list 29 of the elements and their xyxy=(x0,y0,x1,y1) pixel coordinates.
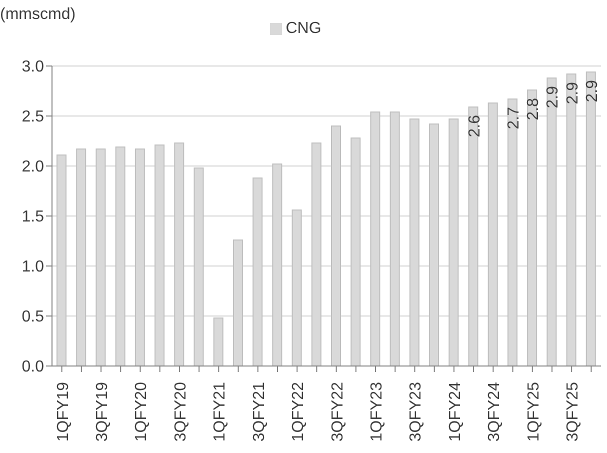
x-tick-label: 1QFY25 xyxy=(525,382,542,442)
x-tick-label: 3QFY21 xyxy=(250,382,268,442)
x-tick-label: 1QFY22 xyxy=(290,382,308,442)
y-tick-label: 1.5 xyxy=(22,208,44,226)
data-label: 2.9 xyxy=(584,80,601,102)
x-tick-label: 3QFY22 xyxy=(329,382,346,442)
x-tick-label: 3QFY24 xyxy=(486,382,504,442)
y-tick-label: 3.0 xyxy=(22,58,44,76)
x-tick-label: 1QFY24 xyxy=(446,382,464,442)
data-label: 2.7 xyxy=(505,106,522,130)
y-tick-label: 1.0 xyxy=(22,258,44,276)
y-tick-label: 0.5 xyxy=(22,308,44,326)
y-tick-label: 2.0 xyxy=(22,158,44,176)
x-tick-label: 1QFY19 xyxy=(54,382,72,442)
y-axis-title: (mmscmd) xyxy=(0,6,76,24)
x-tick-label: 1QFY20 xyxy=(133,382,150,442)
y-tick-label: 0.0 xyxy=(22,358,44,376)
data-label: 2.6 xyxy=(466,114,484,138)
x-tick-label: 3QFY20 xyxy=(172,382,190,442)
y-tick-label: 2.5 xyxy=(22,108,44,126)
legend-label: CNG xyxy=(286,20,322,37)
x-tick-label: 3QFY23 xyxy=(408,382,425,442)
data-label: 2.9 xyxy=(544,86,562,108)
data-label: 2.9 xyxy=(564,82,582,104)
x-tick-label: 3QFY25 xyxy=(564,382,582,442)
data-label: 2.8 xyxy=(525,98,542,120)
x-tick-label: 3QFY19 xyxy=(94,382,112,442)
x-tick-label: 1QFY21 xyxy=(212,382,229,442)
x-tick-label: 1QFY23 xyxy=(368,382,386,442)
